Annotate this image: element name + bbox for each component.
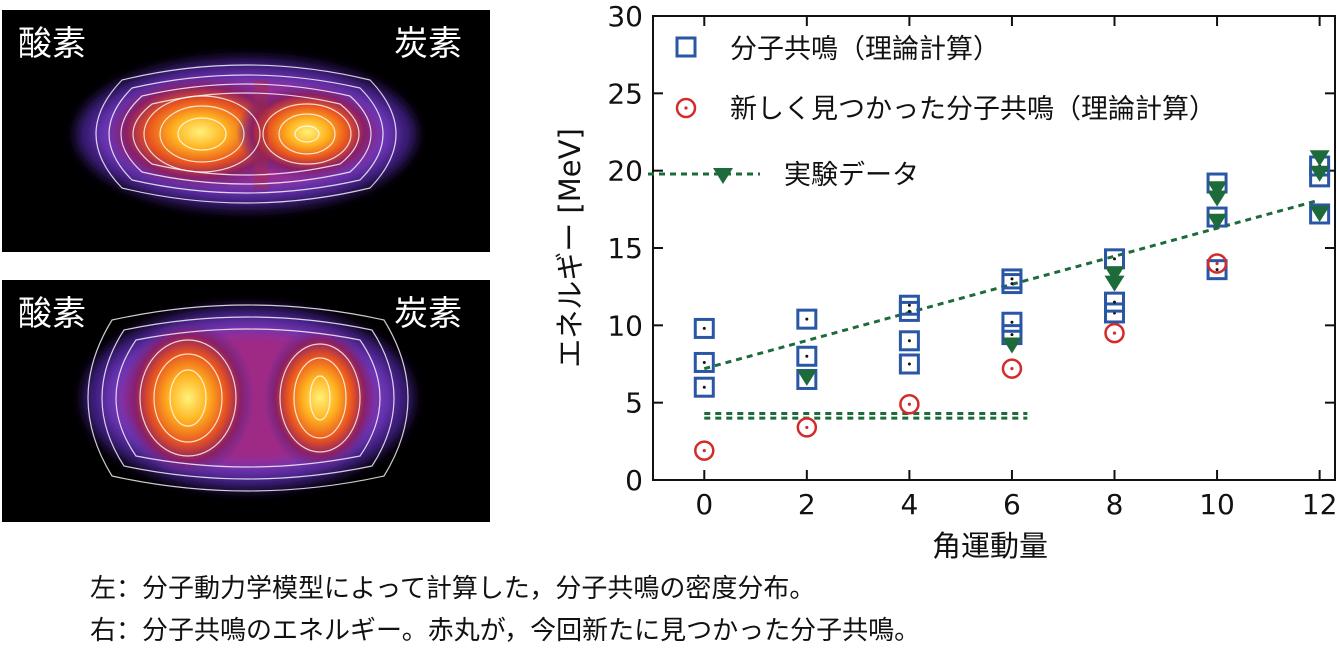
legend-square-marker [675, 36, 697, 58]
density-map-bottom [83, 304, 413, 492]
legend-circle-dot [684, 106, 688, 110]
y-tick-label: 15 [607, 232, 643, 265]
experiment-point [1309, 165, 1330, 182]
experiment-point [1104, 275, 1125, 292]
experiment-point [1309, 205, 1330, 222]
legend-circle-marker [675, 97, 697, 119]
theory-square-point [898, 330, 920, 352]
theory-square-point [1104, 302, 1126, 324]
y-tick-label: 5 [625, 387, 643, 420]
theory-square-dot [1113, 300, 1117, 304]
plot-frame [652, 15, 1336, 481]
x-tick-label: 6 [1003, 488, 1021, 521]
theory-square-point [898, 294, 920, 316]
legend-label-experiment: 実験データ [784, 160, 919, 191]
new-resonance-point [694, 440, 715, 461]
new-resonance-dot [1112, 331, 1117, 335]
theory-square-dot [702, 385, 706, 389]
y-axis-ticks: 0 5 10 15 20 25 30 [607, 0, 1335, 497]
experiment-point [796, 369, 817, 386]
theory-square-dot [1010, 282, 1014, 286]
oxygen-label-bottom: 酸素 [18, 294, 86, 334]
density-map-panel-top: 酸素 炭素 [2, 10, 490, 252]
y-tick-label: 25 [607, 77, 643, 110]
legend-label-theory: 分子共鳴（理論計算） [730, 34, 1000, 65]
theory-square-point [796, 308, 818, 330]
theory-square-dot [907, 362, 911, 366]
x-tick-label: 2 [798, 488, 816, 521]
experiment-point [1309, 150, 1330, 167]
theory-square-point [1206, 259, 1228, 281]
carbon-label-bottom: 炭素 [394, 294, 462, 334]
theory-square-point [1001, 311, 1023, 333]
caption-line-1: 左：分子動力学模型によって計算した，分子共鳴の密度分布。 [90, 574, 816, 604]
theory-square-dot [907, 309, 911, 313]
theory-square-point [1104, 291, 1126, 313]
theory-square-dot [1010, 333, 1014, 337]
density-map-top [76, 58, 416, 210]
x-tick-label: 12 [1302, 488, 1337, 521]
new-resonance-point [1206, 253, 1228, 274]
x-tick-label: 4 [900, 488, 918, 521]
experiment-point [1104, 266, 1125, 283]
legend: 分子共鳴（理論計算） 新しく見つかった分子共鳴（理論計算） 実験データ [648, 34, 1216, 191]
new-resonance-point [1104, 322, 1125, 344]
experiment-point [1207, 190, 1228, 207]
theory-square-point [1001, 268, 1023, 290]
theory-square-dot [805, 317, 809, 321]
y-tick-label: 10 [607, 309, 643, 342]
x-axis-ticks: 0 2 4 6 8 10 12 [695, 16, 1337, 521]
legend-label-new: 新しく見つかった分子共鳴（理論計算） [730, 94, 1216, 125]
new-resonance-dot [702, 449, 706, 453]
y-tick-label: 20 [607, 155, 643, 188]
legend-triangle-marker [713, 168, 733, 184]
theory-square-point [693, 376, 715, 398]
experiment-point [1207, 181, 1228, 198]
theory-square-dot [1215, 268, 1219, 272]
x-tick-label: 0 [695, 488, 713, 521]
x-axis-label: 角運動量 [932, 529, 1048, 563]
density-map-panel-bottom: 酸素 炭素 [2, 280, 490, 522]
theory-square-dot [1010, 277, 1014, 281]
theory-square-dot [1010, 320, 1014, 324]
theory-square-dot [907, 303, 911, 307]
theory-square-point [898, 353, 920, 375]
data-points [693, 150, 1331, 461]
new-resonance-point [796, 417, 818, 438]
plot-axes [652, 15, 1336, 481]
new-resonance-dot [805, 425, 809, 430]
theory-square-point [796, 345, 818, 367]
theory-square-point [693, 317, 715, 339]
theory-square-dot [702, 326, 706, 330]
new-resonance-dot [907, 402, 911, 406]
y-tick-label: 0 [625, 464, 643, 497]
y-tick-label: 30 [607, 0, 643, 33]
experiment-point [1207, 213, 1228, 230]
theory-square-dot [805, 354, 809, 358]
new-resonance-point [899, 393, 920, 415]
caption-line-2: 右：分子共鳴のエネルギー。赤丸が，今回新たに見つかった分子共鳴。 [90, 616, 921, 646]
y-axis-label: エネルギー [MeV] [553, 128, 587, 368]
x-tick-label: 8 [1106, 488, 1124, 521]
theory-square-dot [1113, 257, 1117, 261]
carbon-label-top: 炭素 [394, 24, 462, 64]
theory-square-point [1309, 203, 1331, 225]
new-resonance-dot [1010, 367, 1014, 371]
experiment-point [1001, 337, 1022, 354]
x-tick-label: 10 [1199, 488, 1235, 521]
new-resonance-dot [1215, 261, 1219, 266]
theory-square-dot [907, 339, 911, 343]
oxygen-label-top: 酸素 [18, 24, 86, 64]
new-resonance-point [1001, 358, 1023, 379]
energy-chart: 0 2 4 6 8 10 12 0 5 10 15 20 25 30 分子共鳴（理論計算） 新しく見つか… [553, 0, 1337, 563]
theory-square-point [693, 351, 715, 373]
theory-square-dot [702, 360, 706, 364]
